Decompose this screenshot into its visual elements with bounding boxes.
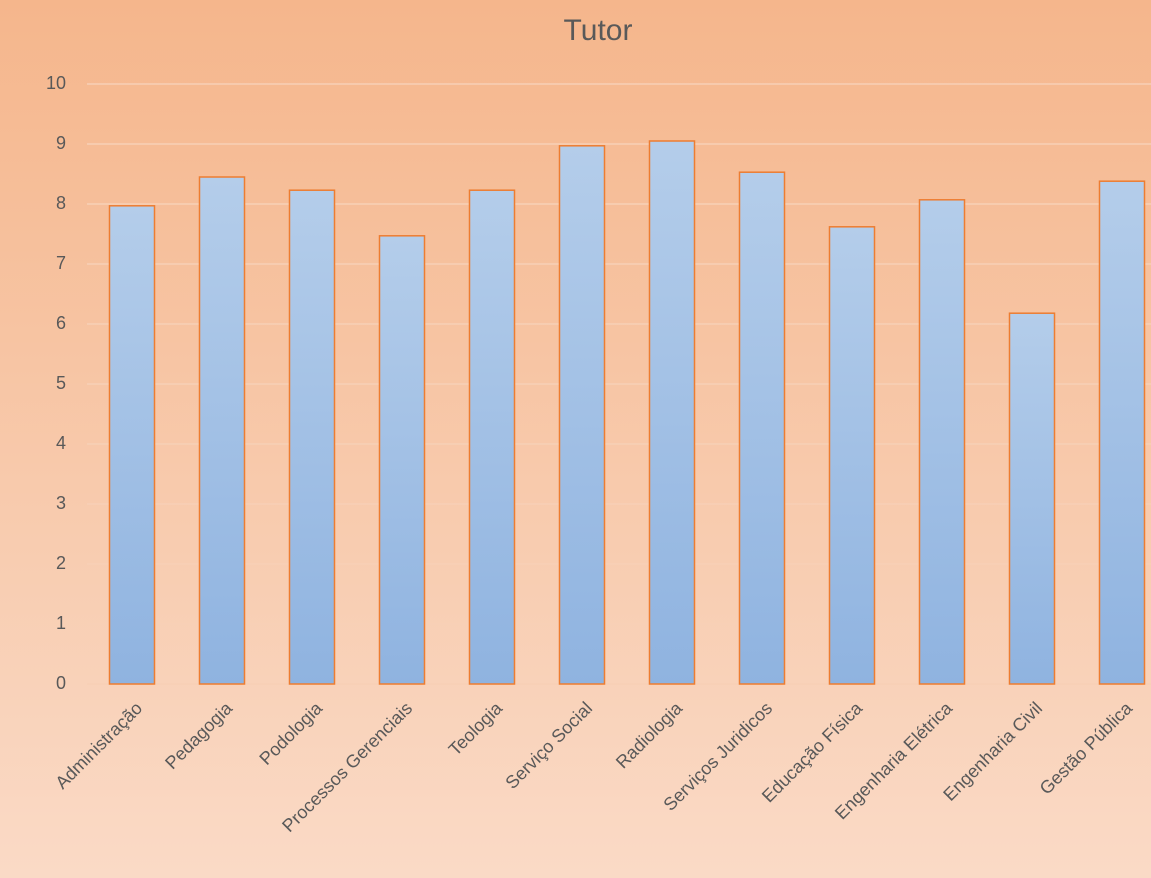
y-tick-label: 6: [56, 313, 66, 333]
bar: [828, 226, 876, 685]
bar: [288, 189, 336, 685]
y-tick-label: 0: [56, 673, 66, 693]
bar: [1098, 180, 1146, 685]
y-tick-label: 5: [56, 373, 66, 393]
y-tick-label: 4: [56, 433, 66, 453]
bar: [378, 235, 426, 685]
bar: [1008, 312, 1056, 685]
bar: [648, 140, 696, 685]
y-tick-label: 9: [56, 133, 66, 153]
y-tick-label: 2: [56, 553, 66, 573]
bar: [198, 176, 246, 685]
y-tick-label: 8: [56, 193, 66, 213]
bar: [468, 189, 516, 685]
bar: [918, 199, 966, 685]
y-tick-label: 3: [56, 493, 66, 513]
y-tick-label: 7: [56, 253, 66, 273]
bar: [558, 145, 606, 685]
bar: [738, 171, 786, 685]
chart-title: Tutor: [564, 14, 633, 47]
bar: [108, 205, 156, 685]
y-tick-label: 1: [56, 613, 66, 633]
y-tick-label: 10: [46, 73, 66, 93]
